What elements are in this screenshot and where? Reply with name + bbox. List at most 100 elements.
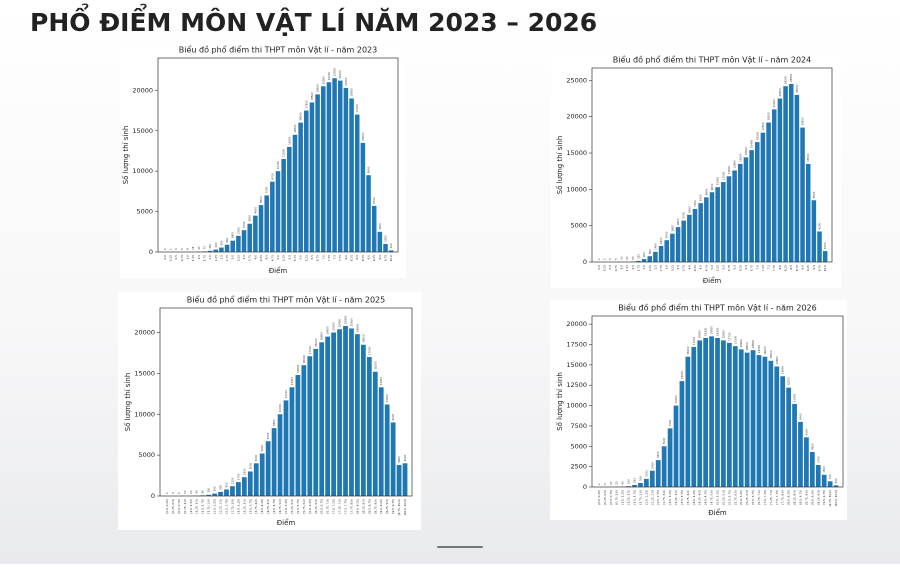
x-tick-label: [7.75, 8.0) — [781, 490, 785, 505]
bar — [278, 414, 283, 496]
x-tick-label: 7.0 — [755, 265, 759, 270]
y-tick-label: 25000 — [566, 76, 587, 84]
y-axis-label: Số lượng thí sinh — [124, 373, 132, 432]
x-tick-label: [0.5, 0.75) — [609, 490, 613, 505]
value-label: 5200 — [260, 445, 264, 452]
x-tick-label: 9.25 — [806, 265, 810, 271]
bar — [774, 366, 779, 487]
bar — [792, 404, 797, 487]
bar — [247, 224, 252, 252]
x-axis-label: Điểm — [708, 508, 727, 517]
value-label: 1700 — [236, 473, 240, 480]
bar — [693, 209, 698, 262]
x-tick-label: [2.0, 2.25) — [644, 490, 648, 505]
bar — [298, 123, 303, 252]
x-tick-label: [3.5, 3.75) — [248, 499, 252, 514]
bar — [332, 78, 337, 252]
value-label: 3800 — [397, 456, 401, 463]
x-tick-label: [2.75, 3.0) — [662, 490, 666, 505]
x-tick-label: [1.0, 1.25) — [621, 490, 625, 505]
value-label: 700 — [828, 474, 832, 479]
x-tick-label: 5.25 — [282, 255, 286, 261]
value-label: 4000 — [254, 454, 258, 461]
x-tick-label: 6.5 — [310, 255, 314, 260]
x-tick-label: 5.25 — [716, 265, 720, 271]
x-tick-label: 0.0 — [597, 265, 601, 270]
x-tick-label: 3.5 — [242, 255, 246, 260]
scroll-indicator — [437, 546, 483, 548]
x-tick-label: [8.25, 8.5) — [793, 490, 797, 505]
value-label: 2700 — [242, 221, 246, 228]
x-tick-label: 7.75 — [338, 255, 342, 261]
value-label: 20 — [189, 490, 193, 494]
bar — [656, 460, 661, 487]
x-tick-label: 1.0 — [619, 265, 623, 270]
x-tick-label: [7.0, 7.25) — [763, 490, 767, 505]
bar — [378, 232, 383, 252]
value-label: 16000 — [299, 112, 303, 121]
value-label: 18500 — [310, 92, 314, 101]
bar — [219, 248, 224, 252]
bar — [795, 95, 800, 262]
x-tick-label: 0.25 — [602, 265, 606, 271]
x-tick-label: 3.5 — [676, 265, 680, 270]
x-tick-label: [1.25, 1.5) — [195, 499, 199, 514]
x-tick-label: 0.75 — [614, 265, 618, 271]
value-label: 800 — [648, 249, 652, 254]
value-label: 100 — [627, 479, 631, 484]
bar — [284, 400, 289, 496]
value-label: 7200 — [668, 419, 672, 426]
bar — [810, 452, 815, 487]
x-tick-label: 1.5 — [197, 255, 201, 260]
value-label: 1000 — [644, 470, 648, 477]
x-tick-label: 4.75 — [270, 255, 274, 261]
x-axis-label: Điểm — [703, 276, 722, 285]
x-tick-label: [2.25, 2.5) — [650, 490, 654, 505]
value-label: 3300 — [656, 451, 660, 458]
x-tick-label: 7.25 — [761, 265, 765, 271]
value-label: 17500 — [304, 100, 308, 109]
x-tick-label: 10.0 — [823, 265, 827, 271]
x-tick-label: [9.75, 10.0) — [397, 499, 401, 515]
value-label: 16500 — [755, 132, 759, 141]
value-label: 18800 — [320, 332, 324, 341]
y-tick-label: 15000 — [134, 369, 155, 377]
bar — [703, 338, 708, 487]
x-tick-label: 2.25 — [648, 265, 652, 271]
bar — [242, 477, 247, 496]
bar — [806, 164, 811, 262]
x-tick-label: [5.75, 6.0) — [302, 499, 306, 514]
bar — [739, 349, 744, 487]
bar — [230, 486, 235, 496]
value-label: 5800 — [259, 196, 263, 203]
bar — [755, 142, 760, 262]
value-label: 10300 — [716, 177, 720, 186]
value-label: 15 — [191, 246, 195, 250]
bar — [296, 375, 301, 496]
value-label: 18300 — [716, 327, 720, 336]
value-label: 5700 — [372, 197, 376, 204]
x-tick-label: 8.75 — [795, 265, 799, 271]
value-label: 50 — [631, 256, 635, 260]
x-tick-label: [10.0, 10.0] — [403, 499, 407, 515]
bar — [662, 446, 667, 487]
bar — [293, 135, 298, 252]
x-tick-label: [9.5, 9.75) — [391, 499, 395, 514]
bar — [772, 109, 777, 262]
x-tick-label: [8.25, 8.5) — [361, 499, 365, 514]
x-tick-label: [4.0, 4.25) — [260, 499, 264, 514]
bar — [768, 361, 773, 487]
value-label: 18000 — [698, 330, 702, 339]
value-label: 4300 — [810, 443, 814, 450]
x-tick-label: 1.75 — [636, 265, 640, 271]
x-tick-label: [4.5, 4.75) — [704, 490, 708, 505]
value-label: 2300 — [242, 468, 246, 475]
x-tick-label: 6.75 — [316, 255, 320, 261]
bar — [816, 465, 821, 487]
x-tick-label: [0.5, 0.75) — [177, 499, 181, 514]
x-tick-label: 8.25 — [784, 265, 788, 271]
bar — [685, 357, 690, 487]
bar — [681, 221, 686, 262]
value-label: 1000 — [384, 235, 388, 242]
